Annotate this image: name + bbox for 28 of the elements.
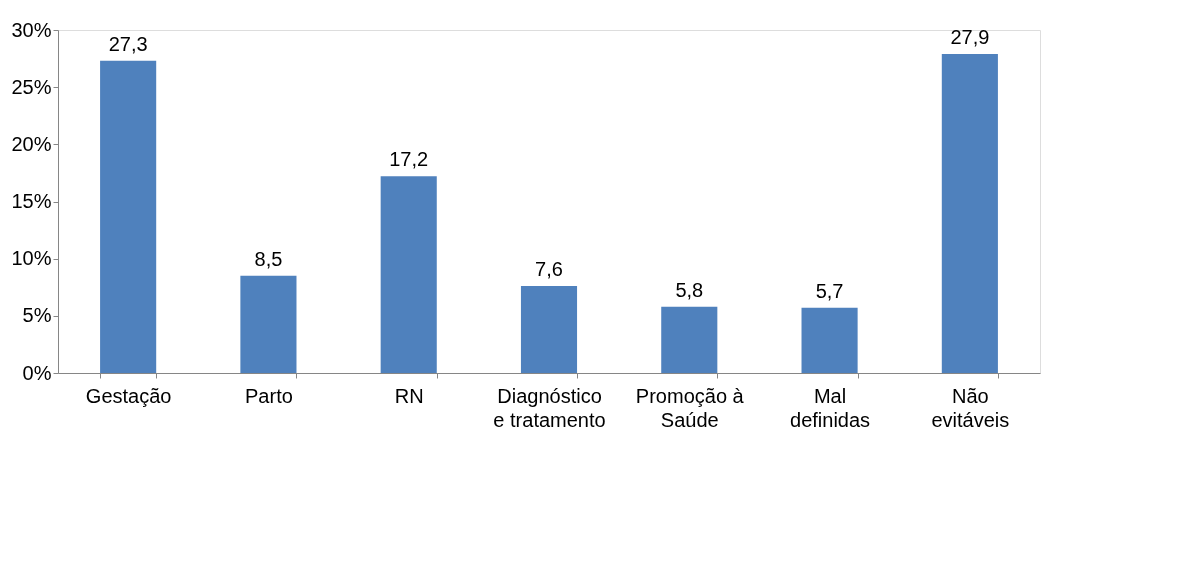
y-tick-label: 0% <box>22 361 52 384</box>
data-label: 17,2 <box>389 148 429 171</box>
y-tick-label: 25% <box>11 75 52 98</box>
x-tick-label: Não evitáveis <box>931 384 1010 431</box>
y-tick-label: 5% <box>22 304 52 327</box>
y-tick-label: 20% <box>11 132 52 155</box>
bar <box>380 176 437 373</box>
data-label: 8,5 <box>254 247 283 270</box>
y-tick-label: 15% <box>11 190 52 212</box>
bar <box>240 275 297 373</box>
x-tick-label: RN <box>394 384 424 407</box>
bar <box>661 306 718 373</box>
data-label: 27,3 <box>108 32 148 55</box>
x-tick-label: Diagnóstico e tratamento <box>493 384 606 431</box>
bar <box>100 60 157 373</box>
data-label: 7,6 <box>535 258 563 281</box>
data-label: 5,8 <box>675 278 704 301</box>
bar <box>520 286 578 373</box>
bar <box>941 54 998 373</box>
data-label: 27,9 <box>950 26 990 49</box>
y-tick-label: 10% <box>11 247 52 270</box>
data-label: 5,7 <box>815 279 844 302</box>
x-tick-label: Promoção à Saúde <box>635 384 745 431</box>
bar <box>801 307 858 373</box>
y-tick-label: 30% <box>11 18 52 41</box>
x-tick-label: Parto <box>245 384 293 407</box>
x-tick-label: Mal definidas <box>790 384 871 431</box>
x-tick-label: Gestação <box>85 384 172 407</box>
